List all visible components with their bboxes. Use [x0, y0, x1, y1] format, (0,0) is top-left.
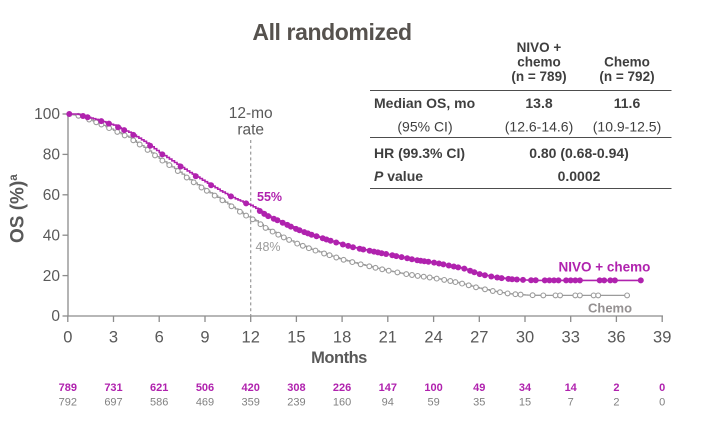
svg-text:48%: 48% — [256, 240, 281, 254]
svg-text:0: 0 — [659, 382, 665, 394]
svg-text:18: 18 — [333, 329, 351, 347]
svg-text:15: 15 — [519, 397, 531, 409]
svg-text:OS (%)a: OS (%)a — [8, 174, 29, 243]
svg-text:506: 506 — [196, 382, 214, 394]
svg-text:39: 39 — [653, 329, 671, 347]
svg-text:6: 6 — [155, 329, 164, 347]
svg-text:Median OS, mo: Median OS, mo — [374, 95, 475, 111]
svg-text:160: 160 — [333, 397, 351, 409]
svg-text:9: 9 — [200, 329, 209, 347]
svg-text:100: 100 — [424, 382, 442, 394]
svg-text:80: 80 — [43, 147, 61, 164]
svg-text:2: 2 — [613, 382, 619, 394]
svg-text:(n = 789): (n = 789) — [511, 69, 566, 84]
svg-text:789: 789 — [59, 382, 77, 394]
svg-text:21: 21 — [379, 329, 397, 347]
svg-text:0: 0 — [63, 329, 72, 347]
svg-text:35: 35 — [473, 397, 485, 409]
svg-text:49: 49 — [473, 382, 485, 394]
svg-text:359: 359 — [242, 397, 260, 409]
svg-text:55%: 55% — [257, 190, 282, 204]
svg-text:12: 12 — [242, 329, 260, 347]
svg-text:731: 731 — [104, 382, 122, 394]
svg-text:11.6: 11.6 — [614, 95, 641, 111]
svg-text:All randomized: All randomized — [252, 19, 411, 45]
svg-text:697: 697 — [104, 397, 122, 409]
svg-text:420: 420 — [242, 382, 260, 394]
svg-text:308: 308 — [287, 382, 305, 394]
svg-text:27: 27 — [470, 329, 488, 347]
svg-text:621: 621 — [150, 382, 168, 394]
svg-text:469: 469 — [196, 397, 214, 409]
svg-text:33: 33 — [562, 329, 580, 347]
svg-text:(10.9-12.5): (10.9-12.5) — [593, 119, 661, 135]
svg-text:(n = 792): (n = 792) — [599, 69, 654, 84]
svg-text:(12.6-14.6): (12.6-14.6) — [505, 119, 573, 135]
svg-text:7: 7 — [568, 397, 574, 409]
svg-text:Chemo: Chemo — [588, 301, 632, 316]
svg-text:60: 60 — [43, 187, 61, 204]
svg-text:Chemo: Chemo — [604, 55, 650, 70]
svg-text:30: 30 — [516, 329, 534, 347]
svg-text:20: 20 — [43, 268, 61, 285]
svg-text:P value: P value — [374, 168, 423, 184]
svg-text:226: 226 — [333, 382, 351, 394]
svg-text:59: 59 — [427, 397, 439, 409]
svg-text:NIVO + chemo: NIVO + chemo — [559, 260, 651, 275]
svg-text:792: 792 — [59, 397, 77, 409]
svg-text:(95% CI): (95% CI) — [397, 119, 452, 135]
svg-text:NIVO +: NIVO + — [517, 40, 562, 55]
svg-text:HR (99.3% CI): HR (99.3% CI) — [374, 145, 465, 161]
svg-text:40: 40 — [43, 227, 61, 244]
svg-text:0: 0 — [51, 308, 60, 325]
svg-text:14: 14 — [565, 382, 578, 394]
svg-text:0.80 (0.68-0.94): 0.80 (0.68-0.94) — [529, 145, 629, 161]
svg-text:147: 147 — [379, 382, 397, 394]
svg-text:100: 100 — [34, 106, 60, 123]
svg-text:13.8: 13.8 — [525, 95, 552, 111]
svg-text:0.0002: 0.0002 — [558, 168, 601, 184]
svg-text:rate: rate — [237, 122, 264, 139]
svg-text:Months: Months — [311, 349, 367, 367]
svg-text:12-mo: 12-mo — [229, 105, 273, 122]
svg-text:239: 239 — [287, 397, 305, 409]
svg-text:34: 34 — [519, 382, 532, 394]
svg-text:586: 586 — [150, 397, 168, 409]
svg-text:15: 15 — [287, 329, 305, 347]
svg-text:3: 3 — [109, 329, 118, 347]
svg-text:36: 36 — [607, 329, 625, 347]
svg-text:0: 0 — [659, 397, 665, 409]
svg-text:2: 2 — [613, 397, 619, 409]
svg-text:chemo: chemo — [517, 55, 561, 70]
svg-text:24: 24 — [424, 329, 442, 347]
svg-text:94: 94 — [382, 397, 394, 409]
